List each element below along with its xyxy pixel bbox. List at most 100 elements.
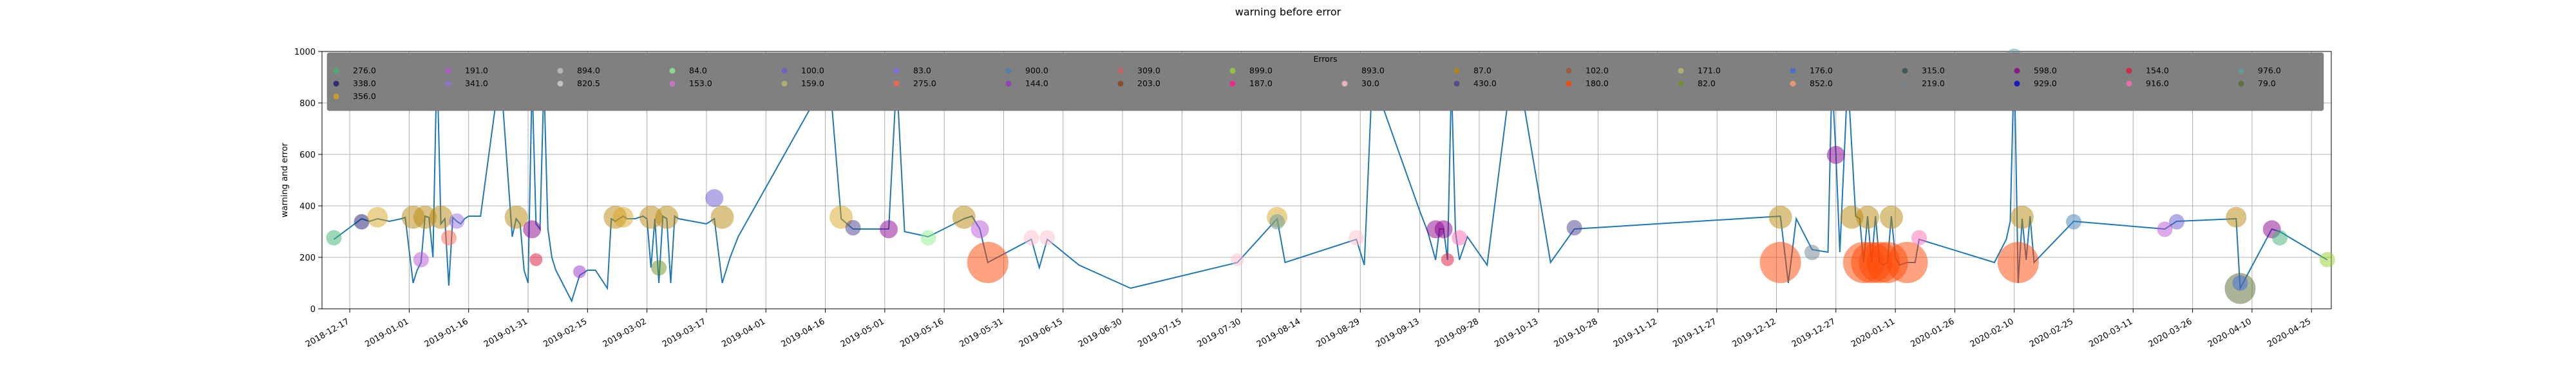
legend-label: 30.0 xyxy=(1361,78,1379,88)
x-tick-label: 2019-01-01 xyxy=(363,317,410,349)
x-tick-label: 2020-04-10 xyxy=(2206,317,2253,349)
legend: Errors 276.0 191.0 894.0 84.0 100.0 83.0 900.0… xyxy=(327,52,2324,111)
x-tick-label: 2020-01-26 xyxy=(1909,317,1956,349)
legend-marker xyxy=(1005,80,1012,87)
error-point xyxy=(829,205,853,229)
legend-label: 430.0 xyxy=(1473,78,1497,88)
x-tick-label: 2019-01-16 xyxy=(423,317,470,349)
error-point xyxy=(449,213,465,229)
legend-marker xyxy=(2238,80,2244,87)
x-tick-label: 2019-01-31 xyxy=(482,317,529,349)
legend-label: 83.0 xyxy=(913,66,931,75)
x-tick-label: 2019-05-31 xyxy=(958,317,1005,349)
x-tick-label: 2020-04-25 xyxy=(2266,317,2313,349)
x-tick-label: 2019-07-15 xyxy=(1136,317,1183,349)
legend-label: 893.0 xyxy=(1361,66,1385,75)
error-point xyxy=(326,230,342,246)
x-tick-label: 2019-10-13 xyxy=(1493,317,1540,349)
error-point xyxy=(1826,145,1845,164)
legend-label: 171.0 xyxy=(1698,66,1721,75)
legend-label: 203.0 xyxy=(1137,78,1160,88)
legend-marker xyxy=(1566,68,1572,74)
error-point xyxy=(1023,230,1039,246)
error-point xyxy=(1997,242,2039,283)
x-tick-label: 2018-12-17 xyxy=(304,317,351,349)
x-axis: 2018-12-17 2019-01-01 2019-01-16 2019-01-31… xyxy=(304,309,2313,349)
legend-label: 309.0 xyxy=(1137,66,1160,75)
legend-label: 852.0 xyxy=(1810,78,1833,88)
legend-marker xyxy=(669,68,676,74)
error-point xyxy=(1759,242,1801,283)
y-tick-label: 800 xyxy=(299,99,316,109)
y-tick-label: 400 xyxy=(299,202,316,212)
error-point xyxy=(920,230,936,246)
error-point xyxy=(529,253,543,266)
x-tick-label: 2019-07-30 xyxy=(1196,317,1243,349)
error-point xyxy=(1804,244,1820,261)
error-point xyxy=(845,220,861,235)
x-tick-label: 2019-05-01 xyxy=(839,317,886,349)
legend-marker xyxy=(557,68,564,74)
legend-marker xyxy=(893,80,900,87)
legend-marker xyxy=(1005,68,1012,74)
error-point xyxy=(504,205,528,229)
x-tick-label: 2019-11-12 xyxy=(1612,317,1659,349)
x-tick-label: 2020-02-25 xyxy=(2028,317,2075,349)
error-point xyxy=(2319,252,2335,268)
legend-label: 82.0 xyxy=(1698,78,1716,88)
x-tick-label: 2019-09-13 xyxy=(1374,317,1421,349)
legend-label: 79.0 xyxy=(2258,78,2276,88)
error-point xyxy=(1434,220,1453,239)
error-point xyxy=(367,207,388,228)
y-axis-label: warning and error xyxy=(280,142,290,217)
x-tick-label: 2019-06-15 xyxy=(1018,317,1065,349)
legend-marker xyxy=(1902,80,1908,87)
legend-marker xyxy=(1454,68,1460,74)
legend-marker xyxy=(1678,68,1684,74)
chart-title: warning before error xyxy=(1235,6,1341,18)
x-tick-label: 2019-11-27 xyxy=(1671,317,1718,349)
x-tick-label: 2019-05-16 xyxy=(898,317,945,349)
x-tick-label: 2019-08-14 xyxy=(1255,317,1302,349)
error-point xyxy=(655,205,679,229)
y-tick-label: 0 xyxy=(310,305,316,315)
error-point xyxy=(1840,205,1864,229)
error-point xyxy=(1231,253,1244,266)
x-tick-label: 2020-02-10 xyxy=(1969,317,2016,349)
legend-label: 899.0 xyxy=(1249,66,1273,75)
y-tick-label: 600 xyxy=(299,151,316,160)
error-point xyxy=(2066,214,2081,230)
legend-marker xyxy=(445,68,451,74)
legend-marker xyxy=(781,80,788,87)
legend-marker xyxy=(445,80,451,87)
legend-marker xyxy=(333,93,339,100)
legend-marker xyxy=(2126,80,2132,87)
error-point xyxy=(1349,230,1365,246)
y-axis: 0 200 400 600 800 1000 xyxy=(294,48,322,315)
legend-label: 219.0 xyxy=(1922,78,1945,88)
error-point xyxy=(1039,230,1056,246)
legend-marker xyxy=(781,68,788,74)
error-point xyxy=(1911,230,1927,246)
error-point xyxy=(651,260,667,276)
legend-marker xyxy=(1229,80,1236,87)
legend-label: 820.5 xyxy=(577,78,600,88)
error-point xyxy=(612,207,634,228)
error-point xyxy=(440,230,457,246)
legend-label: 176.0 xyxy=(1810,66,1833,75)
legend-marker xyxy=(2238,68,2244,74)
y-tick-label: 1000 xyxy=(294,48,316,57)
legend-label: 315.0 xyxy=(1922,66,1945,75)
error-point xyxy=(1566,220,1582,235)
error-point xyxy=(1269,214,1285,230)
x-tick-label: 2019-06-30 xyxy=(1077,317,1124,349)
legend-label: 276.0 xyxy=(353,66,376,75)
legend-label: 976.0 xyxy=(2258,66,2281,75)
error-point xyxy=(429,205,453,229)
error-point xyxy=(705,189,724,207)
legend-label: 900.0 xyxy=(1025,66,1048,75)
legend-marker xyxy=(2014,80,2020,87)
error-point xyxy=(2226,207,2247,228)
error-point xyxy=(880,220,898,239)
x-tick-label: 2020-03-26 xyxy=(2147,317,2194,349)
